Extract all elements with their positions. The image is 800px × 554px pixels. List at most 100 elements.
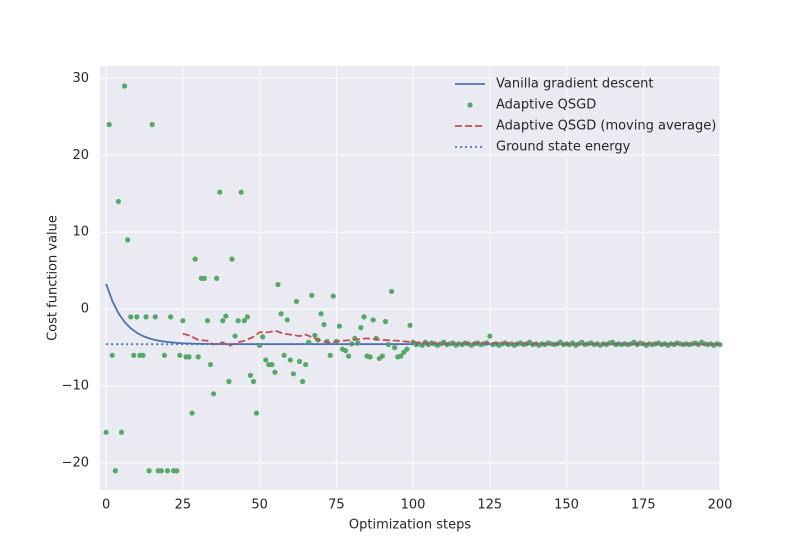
data-point <box>385 341 392 348</box>
y-tick-label: 30 <box>72 71 89 86</box>
data-point <box>263 357 269 363</box>
data-point <box>177 352 183 358</box>
data-point <box>303 361 309 368</box>
y-tick-label: 0 <box>81 302 89 317</box>
legend-label: Adaptive QSGD <box>496 98 596 113</box>
data-point <box>232 333 238 339</box>
data-point <box>346 353 352 359</box>
data-point <box>278 311 284 317</box>
data-point <box>186 354 192 360</box>
data-point <box>250 378 257 385</box>
data-point <box>253 410 260 416</box>
data-point <box>140 352 146 358</box>
data-point <box>128 314 134 320</box>
data-point <box>244 314 250 320</box>
data-point <box>118 429 125 435</box>
data-point <box>143 314 149 320</box>
data-point <box>290 371 296 377</box>
data-point <box>717 341 723 348</box>
data-point <box>382 318 389 325</box>
x-tick-label: 25 <box>175 498 192 513</box>
data-point <box>161 352 168 358</box>
data-point <box>407 322 413 328</box>
legend-marker <box>467 102 473 108</box>
data-point <box>392 345 398 351</box>
data-point <box>207 361 214 368</box>
data-point <box>146 468 152 474</box>
y-tick-label: −20 <box>62 456 89 471</box>
data-point <box>284 317 290 323</box>
y-tick-label: 20 <box>72 148 89 163</box>
data-point <box>235 318 241 324</box>
data-point <box>275 281 281 288</box>
data-point <box>195 354 201 360</box>
y-tick-label: 10 <box>72 225 89 240</box>
data-point <box>327 352 333 358</box>
data-point <box>272 369 278 375</box>
y-tick-label: −10 <box>62 379 89 394</box>
x-tick-label: 200 <box>708 498 733 513</box>
data-point <box>269 361 275 368</box>
data-point <box>192 256 198 262</box>
data-point <box>217 189 223 195</box>
data-point <box>167 314 174 320</box>
data-point <box>238 189 244 195</box>
data-point <box>257 342 263 348</box>
data-point <box>398 353 404 359</box>
data-point <box>204 318 211 324</box>
data-point <box>214 275 220 281</box>
legend-label: Adaptive QSGD (moving average) <box>496 119 716 134</box>
x-tick-label: 75 <box>328 498 345 513</box>
data-point <box>189 410 195 416</box>
data-point <box>296 358 303 365</box>
data-point <box>260 334 266 340</box>
x-tick-label: 100 <box>401 498 426 513</box>
series-line <box>105 283 721 346</box>
data-point <box>115 198 122 205</box>
data-point <box>229 256 235 262</box>
data-point <box>226 378 232 385</box>
data-point <box>103 429 109 435</box>
data-point <box>379 353 385 359</box>
data-point <box>210 391 217 397</box>
data-point <box>201 275 207 281</box>
data-point <box>180 318 186 324</box>
data-point <box>220 318 226 324</box>
data-point <box>287 357 293 363</box>
data-point <box>361 314 367 320</box>
data-point <box>241 318 247 324</box>
y-axis-label: Cost function value <box>46 215 61 341</box>
data-point <box>309 292 315 298</box>
data-point <box>121 83 128 89</box>
data-point <box>487 333 493 339</box>
x-tick-label: 125 <box>477 498 502 513</box>
data-point <box>247 372 253 378</box>
data-point <box>131 352 137 358</box>
data-point <box>318 311 324 317</box>
data-point <box>112 468 118 474</box>
data-point <box>149 121 155 128</box>
series-line <box>182 329 721 348</box>
legend-label: Ground state energy <box>496 140 631 155</box>
data-point <box>330 293 336 299</box>
x-axis-label: Optimization steps <box>349 518 471 533</box>
data-point <box>367 354 373 360</box>
data-point <box>404 346 410 352</box>
data-point <box>358 325 364 331</box>
data-point <box>370 317 376 323</box>
data-point <box>125 237 131 243</box>
data-point <box>164 468 171 474</box>
x-tick-label: 50 <box>251 498 268 513</box>
data-point <box>174 468 180 474</box>
x-tick-label: 0 <box>102 498 110 513</box>
data-point <box>106 121 112 128</box>
data-point <box>299 378 306 385</box>
data-point <box>336 323 343 329</box>
data-point <box>342 348 349 354</box>
data-point <box>388 288 395 295</box>
data-point <box>109 352 115 358</box>
x-tick-label: 175 <box>631 498 656 513</box>
data-point <box>223 313 229 319</box>
